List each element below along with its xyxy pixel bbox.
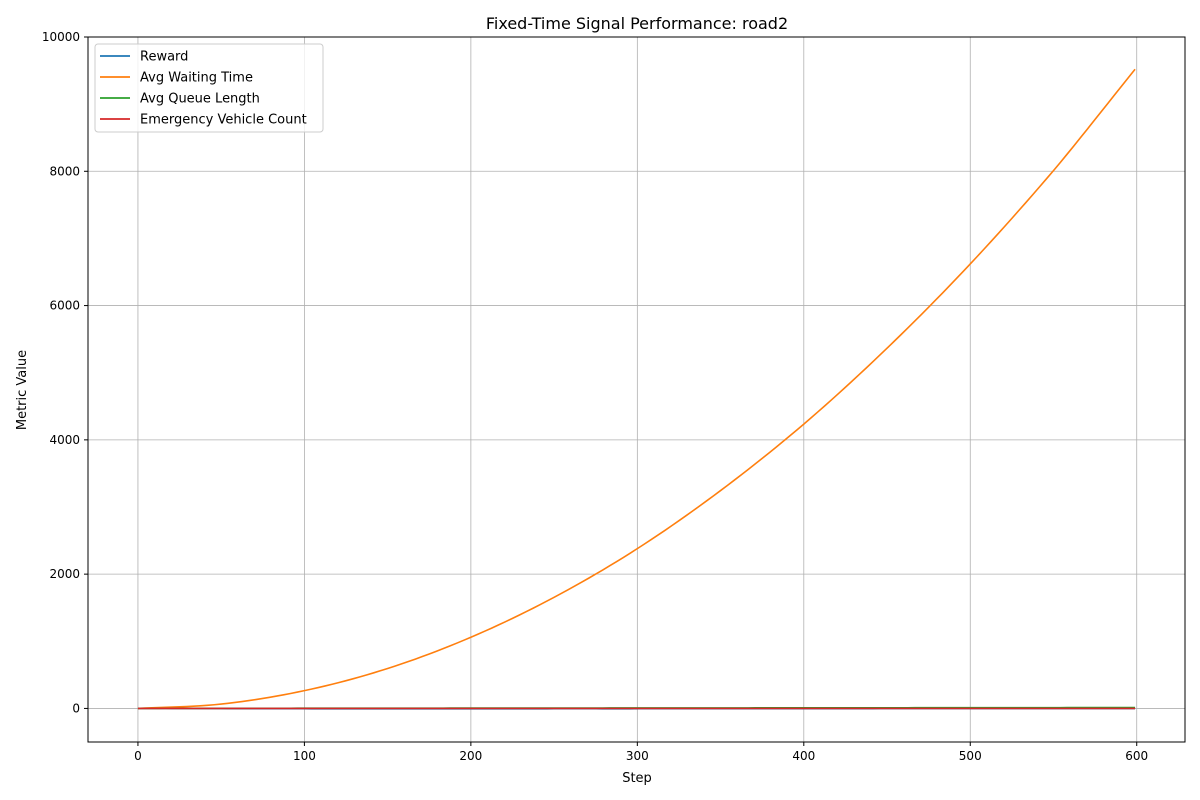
legend-label-avg-waiting-time: Avg Waiting Time bbox=[140, 71, 253, 86]
series-line-avg-waiting-time bbox=[137, 68, 1136, 710]
x-tick-label: 0 bbox=[134, 749, 142, 763]
legend: Reward Avg Waiting Time Avg Queue Length Em… bbox=[94, 43, 324, 133]
chart-title: Fixed-Time Signal Performance: road2 bbox=[486, 14, 788, 33]
x-tick-label: 300 bbox=[626, 749, 649, 763]
axis-ticks: 0 100 200 300 400 500 600020004000600080001000… bbox=[42, 30, 1148, 763]
x-axis-label: Step bbox=[622, 771, 652, 786]
y-tick-label: 8000 bbox=[49, 164, 80, 178]
y-axis-label: Metric Value bbox=[15, 350, 30, 430]
x-tick-label: 400 bbox=[792, 749, 815, 763]
y-tick-label: 6000 bbox=[49, 299, 80, 313]
plot-frame bbox=[87, 36, 1186, 743]
y-tick-label: 0 bbox=[72, 701, 80, 715]
y-tick-label: 2000 bbox=[49, 567, 80, 581]
x-tick-label: 100 bbox=[293, 749, 316, 763]
y-tick-label: 10000 bbox=[42, 30, 80, 44]
x-tick-label: 500 bbox=[959, 749, 982, 763]
legend-box bbox=[94, 43, 324, 133]
x-tick-label: 600 bbox=[1125, 749, 1148, 763]
legend-label-emergency-vehicle-count: Emergency Vehicle Count bbox=[140, 113, 307, 128]
legend-label-reward: Reward bbox=[140, 50, 188, 65]
x-tick-label: 200 bbox=[459, 749, 482, 763]
y-tick-label: 4000 bbox=[49, 433, 80, 447]
legend-label-avg-queue-length: Avg Queue Length bbox=[140, 92, 260, 107]
data-series bbox=[137, 68, 1136, 710]
